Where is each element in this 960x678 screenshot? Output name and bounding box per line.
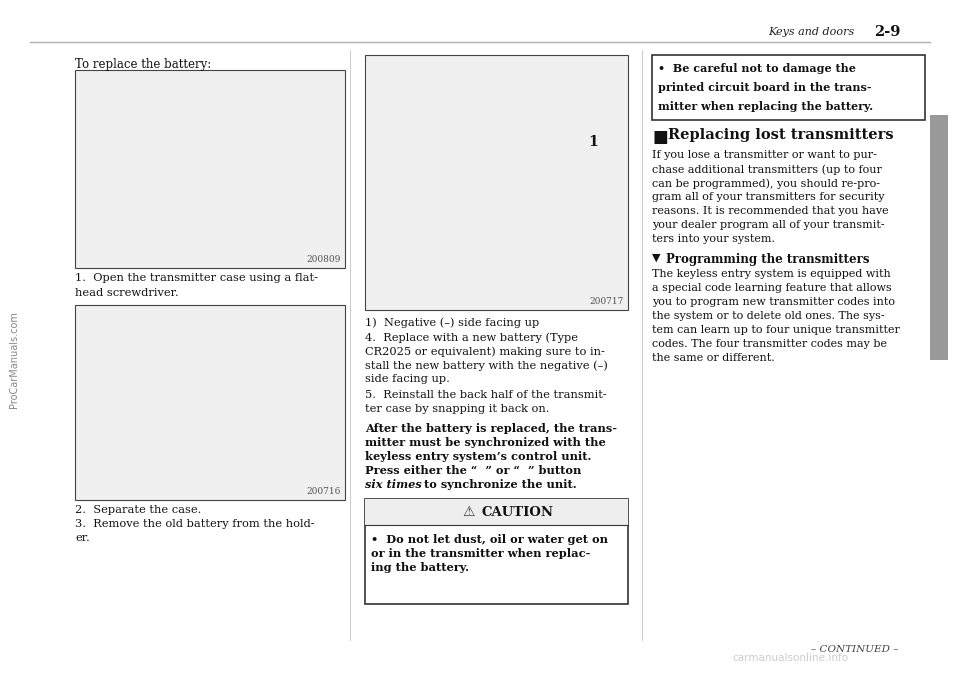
Text: mitter when replacing the battery.: mitter when replacing the battery. bbox=[658, 101, 874, 112]
Text: 1: 1 bbox=[588, 135, 598, 149]
Text: codes. The four transmitter codes may be: codes. The four transmitter codes may be bbox=[652, 339, 887, 349]
Text: stall the new battery with the negative (–): stall the new battery with the negative … bbox=[365, 360, 608, 371]
Text: 2-9: 2-9 bbox=[874, 25, 900, 39]
Text: ⚠: ⚠ bbox=[462, 505, 474, 519]
Text: ing the battery.: ing the battery. bbox=[371, 562, 469, 573]
Text: er.: er. bbox=[75, 533, 89, 543]
Text: can be programmed), you should re-pro-: can be programmed), you should re-pro- bbox=[652, 178, 880, 188]
Text: 1.  Open the transmitter case using a flat-: 1. Open the transmitter case using a fla… bbox=[75, 273, 318, 283]
Text: head screwdriver.: head screwdriver. bbox=[75, 288, 179, 298]
Text: to synchronize the unit.: to synchronize the unit. bbox=[420, 479, 577, 490]
Text: gram all of your transmitters for security: gram all of your transmitters for securi… bbox=[652, 192, 884, 202]
Text: CAUTION: CAUTION bbox=[482, 506, 554, 519]
Text: •  Do not let dust, oil or water get on: • Do not let dust, oil or water get on bbox=[371, 534, 608, 545]
Bar bbox=[365, 55, 628, 310]
Text: carmanualsonline.info: carmanualsonline.info bbox=[732, 653, 848, 663]
Text: ter case by snapping it back on.: ter case by snapping it back on. bbox=[365, 404, 549, 414]
Text: ProCarManuals.com: ProCarManuals.com bbox=[9, 312, 19, 408]
Text: Press either the “  ” or “  ” button: Press either the “ ” or “ ” button bbox=[365, 465, 582, 476]
Text: the system or to delete old ones. The sys-: the system or to delete old ones. The sy… bbox=[652, 311, 884, 321]
Text: 1)  Negative (–) side facing up: 1) Negative (–) side facing up bbox=[365, 317, 540, 327]
Bar bbox=[652, 55, 925, 120]
Text: Keys and doors: Keys and doors bbox=[768, 27, 858, 37]
Text: printed circuit board in the trans-: printed circuit board in the trans- bbox=[658, 82, 872, 93]
Text: Replacing lost transmitters: Replacing lost transmitters bbox=[668, 128, 894, 142]
Text: CR2025 or equivalent) making sure to in-: CR2025 or equivalent) making sure to in- bbox=[365, 346, 605, 357]
Text: or in the transmitter when replac-: or in the transmitter when replac- bbox=[371, 548, 590, 559]
Bar bbox=[365, 499, 628, 604]
Text: •  Be careful not to damage the: • Be careful not to damage the bbox=[658, 63, 856, 74]
Bar bbox=[75, 70, 345, 268]
Text: If you lose a transmitter or want to pur-: If you lose a transmitter or want to pur… bbox=[652, 150, 876, 160]
Text: 200717: 200717 bbox=[589, 297, 624, 306]
Bar bbox=[930, 115, 948, 360]
Text: you to program new transmitter codes into: you to program new transmitter codes int… bbox=[652, 297, 895, 307]
Text: a special code learning feature that allows: a special code learning feature that all… bbox=[652, 283, 892, 293]
Text: – CONTINUED –: – CONTINUED – bbox=[811, 645, 899, 654]
Text: ▼: ▼ bbox=[652, 253, 660, 263]
Text: your dealer program all of your transmit-: your dealer program all of your transmit… bbox=[652, 220, 884, 230]
Bar bbox=[365, 499, 628, 525]
Text: After the battery is replaced, the trans-: After the battery is replaced, the trans… bbox=[365, 423, 617, 434]
Text: reasons. It is recommended that you have: reasons. It is recommended that you have bbox=[652, 206, 889, 216]
Text: ters into your system.: ters into your system. bbox=[652, 234, 775, 244]
Text: 200809: 200809 bbox=[306, 255, 341, 264]
Text: 3.  Remove the old battery from the hold-: 3. Remove the old battery from the hold- bbox=[75, 519, 315, 529]
Bar bbox=[75, 305, 345, 500]
Text: The keyless entry system is equipped with: The keyless entry system is equipped wit… bbox=[652, 269, 891, 279]
Text: the same or different.: the same or different. bbox=[652, 353, 775, 363]
Text: ■: ■ bbox=[652, 128, 668, 146]
Text: keyless entry system’s control unit.: keyless entry system’s control unit. bbox=[365, 451, 591, 462]
Text: six times: six times bbox=[365, 479, 421, 490]
Text: mitter must be synchronized with the: mitter must be synchronized with the bbox=[365, 437, 606, 448]
Text: tem can learn up to four unique transmitter: tem can learn up to four unique transmit… bbox=[652, 325, 900, 335]
Text: 4.  Replace with a new battery (Type: 4. Replace with a new battery (Type bbox=[365, 332, 578, 342]
Text: 2.  Separate the case.: 2. Separate the case. bbox=[75, 505, 202, 515]
Text: 200716: 200716 bbox=[306, 487, 341, 496]
Text: Programming the transmitters: Programming the transmitters bbox=[666, 253, 870, 266]
Text: To replace the battery:: To replace the battery: bbox=[75, 58, 211, 71]
Text: side facing up.: side facing up. bbox=[365, 374, 450, 384]
Text: 5.  Reinstall the back half of the transmit-: 5. Reinstall the back half of the transm… bbox=[365, 390, 607, 400]
Text: chase additional transmitters (up to four: chase additional transmitters (up to fou… bbox=[652, 164, 882, 174]
